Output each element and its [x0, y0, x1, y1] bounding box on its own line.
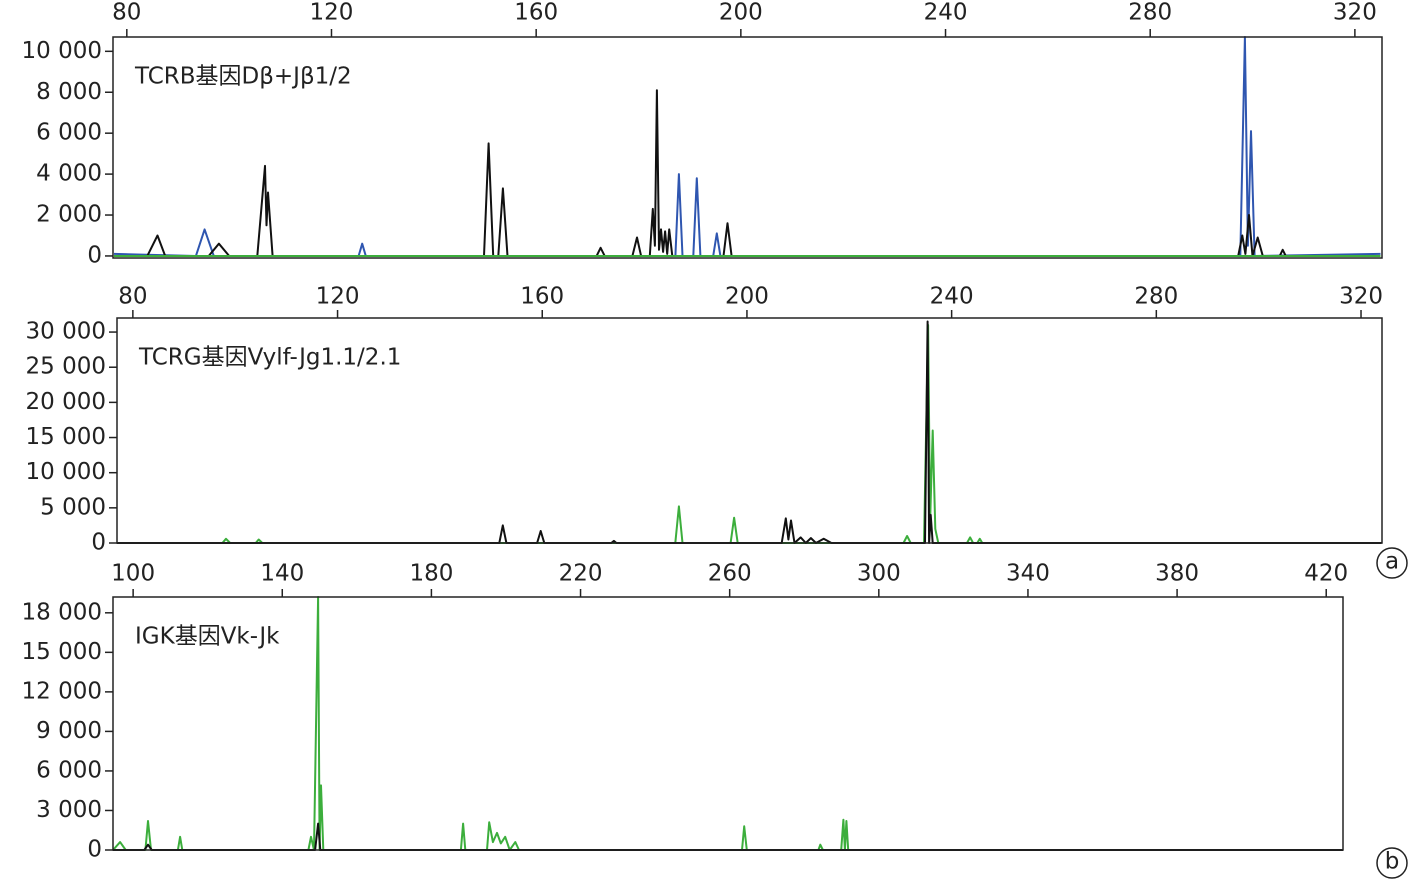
y-tick-label: 6 000 — [36, 120, 102, 146]
y-tick-label: 2 000 — [36, 202, 102, 228]
y-tick-label: 30 000 — [26, 319, 106, 345]
x-tick-label: 380 — [1155, 561, 1199, 587]
y-tick-label: 8 000 — [36, 79, 102, 105]
y-tick-label: 20 000 — [26, 389, 106, 415]
x-tick-label: 300 — [857, 561, 901, 587]
annotation-circle — [1376, 547, 1408, 579]
trace — [113, 822, 1343, 851]
x-tick-label: 80 — [118, 284, 147, 310]
x-tick-label: 160 — [514, 0, 558, 26]
x-tick-label: 200 — [719, 0, 763, 26]
x-tick-label: 120 — [316, 284, 360, 310]
y-tick-label: 15 000 — [26, 424, 106, 450]
trace — [112, 596, 1343, 851]
y-tick-label: 18 000 — [22, 599, 102, 625]
y-tick-label: 25 000 — [26, 354, 106, 380]
x-tick-label: 240 — [924, 0, 968, 26]
x-tick-label: 420 — [1304, 561, 1348, 587]
x-tick-label: 100 — [111, 561, 155, 587]
annotation: b — [1385, 849, 1400, 875]
x-tick-label: 280 — [1134, 284, 1178, 310]
y-tick-label: 10 000 — [26, 459, 106, 485]
x-tick-label: 320 — [1333, 0, 1377, 26]
x-tick-label: 280 — [1128, 0, 1172, 26]
panel-title: TCRB基因Dβ+Jβ1/2 — [134, 64, 352, 90]
plot-frame — [112, 36, 1383, 259]
y-tick-label: 0 — [87, 837, 102, 863]
x-tick-label: 180 — [409, 561, 453, 587]
x-tick-label: 340 — [1006, 561, 1050, 587]
trace — [114, 89, 1381, 257]
x-tick-label: 80 — [112, 0, 141, 26]
x-tick-label: 120 — [310, 0, 354, 26]
y-tick-label: 9 000 — [36, 718, 102, 744]
y-tick-label: 10 000 — [22, 38, 102, 64]
y-tick-label: 15 000 — [22, 639, 102, 665]
y-tick-label: 6 000 — [36, 757, 102, 783]
trace — [117, 324, 1382, 544]
x-tick-label: 220 — [559, 561, 603, 587]
y-tick-label: 5 000 — [40, 494, 106, 520]
trace — [117, 320, 1382, 544]
y-tick-label: 3 000 — [36, 797, 102, 823]
x-tick-label: 260 — [708, 561, 752, 587]
x-tick-label: 200 — [725, 284, 769, 310]
y-tick-label: 0 — [87, 242, 102, 268]
panel-title: TCRG基因Vylf-Jg1.1/2.1 — [138, 345, 401, 371]
annotation: a — [1385, 549, 1399, 575]
plot-frame — [112, 596, 1344, 851]
y-tick-label: 4 000 — [36, 161, 102, 187]
annotation-circle — [1376, 847, 1408, 879]
y-tick-label: 12 000 — [22, 678, 102, 704]
plot-frame — [116, 317, 1383, 544]
panel-title: IGK基因Vk-Jk — [135, 624, 280, 650]
y-tick-label: 0 — [91, 530, 106, 556]
x-tick-label: 320 — [1339, 284, 1383, 310]
x-tick-label: 160 — [520, 284, 564, 310]
x-tick-label: 240 — [930, 284, 974, 310]
x-tick-label: 140 — [260, 561, 304, 587]
